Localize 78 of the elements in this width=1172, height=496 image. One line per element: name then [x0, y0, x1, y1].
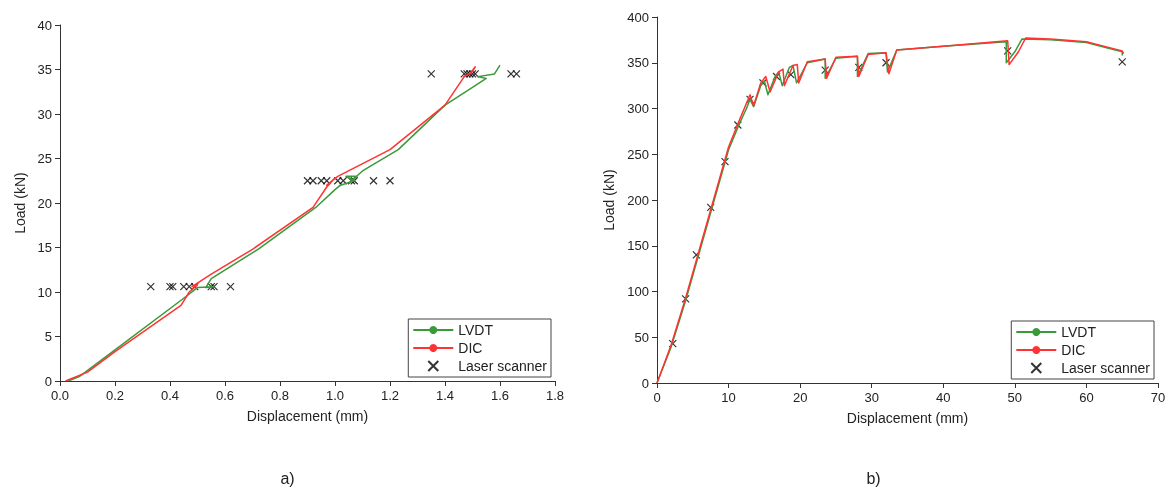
point	[322, 176, 331, 185]
y-tick-label: 50	[634, 329, 649, 345]
point	[427, 69, 436, 79]
point	[745, 95, 755, 104]
y-tick-label: 40	[37, 17, 52, 33]
legend-label: LVDT	[1061, 324, 1097, 340]
point	[506, 69, 516, 79]
point	[209, 282, 219, 291]
x-tick-label: 0	[653, 390, 661, 405]
point	[333, 176, 342, 185]
point	[165, 282, 175, 291]
x-tick-label: 70	[1150, 390, 1166, 405]
point	[146, 282, 155, 291]
x-axis-title: Displacement (mm)	[246, 408, 369, 424]
x-tick-label: 0.2	[105, 388, 125, 403]
x-tick-label: 1.2	[380, 388, 400, 403]
y-tick-label: 35	[37, 62, 52, 77]
point	[369, 176, 378, 185]
point	[1003, 46, 1012, 55]
legend-label: LVDT	[458, 322, 494, 338]
y-tick-label: 300	[627, 101, 649, 116]
point	[179, 282, 188, 291]
point	[720, 157, 730, 166]
y-tick-label: 100	[627, 284, 649, 299]
point	[681, 294, 690, 303]
y-tick-label: 30	[37, 106, 52, 122]
x-tick-label: 1.8	[545, 388, 565, 403]
legend-label: Laser scanner	[1061, 360, 1151, 376]
y-tick-label: 400	[627, 9, 649, 25]
point	[207, 282, 216, 291]
x-tick-label: 30	[864, 390, 879, 405]
point	[226, 282, 235, 291]
y-tick-label: 350	[627, 55, 649, 71]
point	[339, 176, 348, 185]
point	[317, 176, 326, 185]
legend-label: Laser scanner	[458, 358, 548, 374]
y-tick-label: 0	[44, 373, 52, 389]
point	[668, 339, 677, 348]
x-tick-label: 0.4	[160, 388, 180, 403]
point	[821, 65, 830, 75]
y-tick-label: 10	[37, 284, 52, 300]
point	[512, 69, 521, 79]
legend-label: DIC	[458, 340, 483, 356]
text: b)	[866, 469, 881, 487]
point	[881, 58, 891, 67]
y-tick-label: 20	[37, 195, 52, 211]
point	[350, 176, 359, 185]
point	[385, 176, 395, 185]
y-axis-title: Load (kN)	[601, 169, 618, 231]
y-tick-label: 200	[627, 192, 649, 208]
x-tick-label: 60	[1079, 390, 1094, 405]
point	[308, 176, 318, 185]
x-tick-label: 20	[792, 390, 808, 405]
x-axis-title: Displacement (mm)	[846, 410, 969, 426]
x-tick-label: 1.4	[435, 388, 455, 403]
x-tick-label: 1.6	[490, 388, 510, 403]
text: a)	[280, 469, 295, 487]
x-tick-label: 0.6	[215, 388, 235, 403]
x-tick-label: 1.0	[325, 388, 345, 403]
point	[786, 70, 795, 79]
y-tick-label: 250	[627, 146, 649, 162]
x-tick-label: 0.8	[270, 388, 290, 403]
x-tick-label: 50	[1007, 390, 1023, 405]
point	[168, 282, 177, 291]
y-tick-label: 0	[641, 375, 649, 391]
y-tick-label: 150	[627, 238, 649, 254]
legend-label: DIC	[1061, 342, 1086, 358]
y-axis-title: Load (kN)	[11, 172, 28, 234]
y-tick-label: 15	[37, 240, 52, 255]
x-tick-label: 10	[721, 390, 736, 405]
point	[1118, 57, 1127, 66]
y-tick-label: 25	[37, 151, 52, 166]
point	[303, 176, 312, 185]
point	[185, 282, 194, 291]
x-tick-label: 0.0	[50, 388, 70, 403]
y-tick-label: 5	[44, 329, 52, 344]
x-tick-label: 40	[936, 390, 951, 405]
point	[854, 63, 863, 72]
